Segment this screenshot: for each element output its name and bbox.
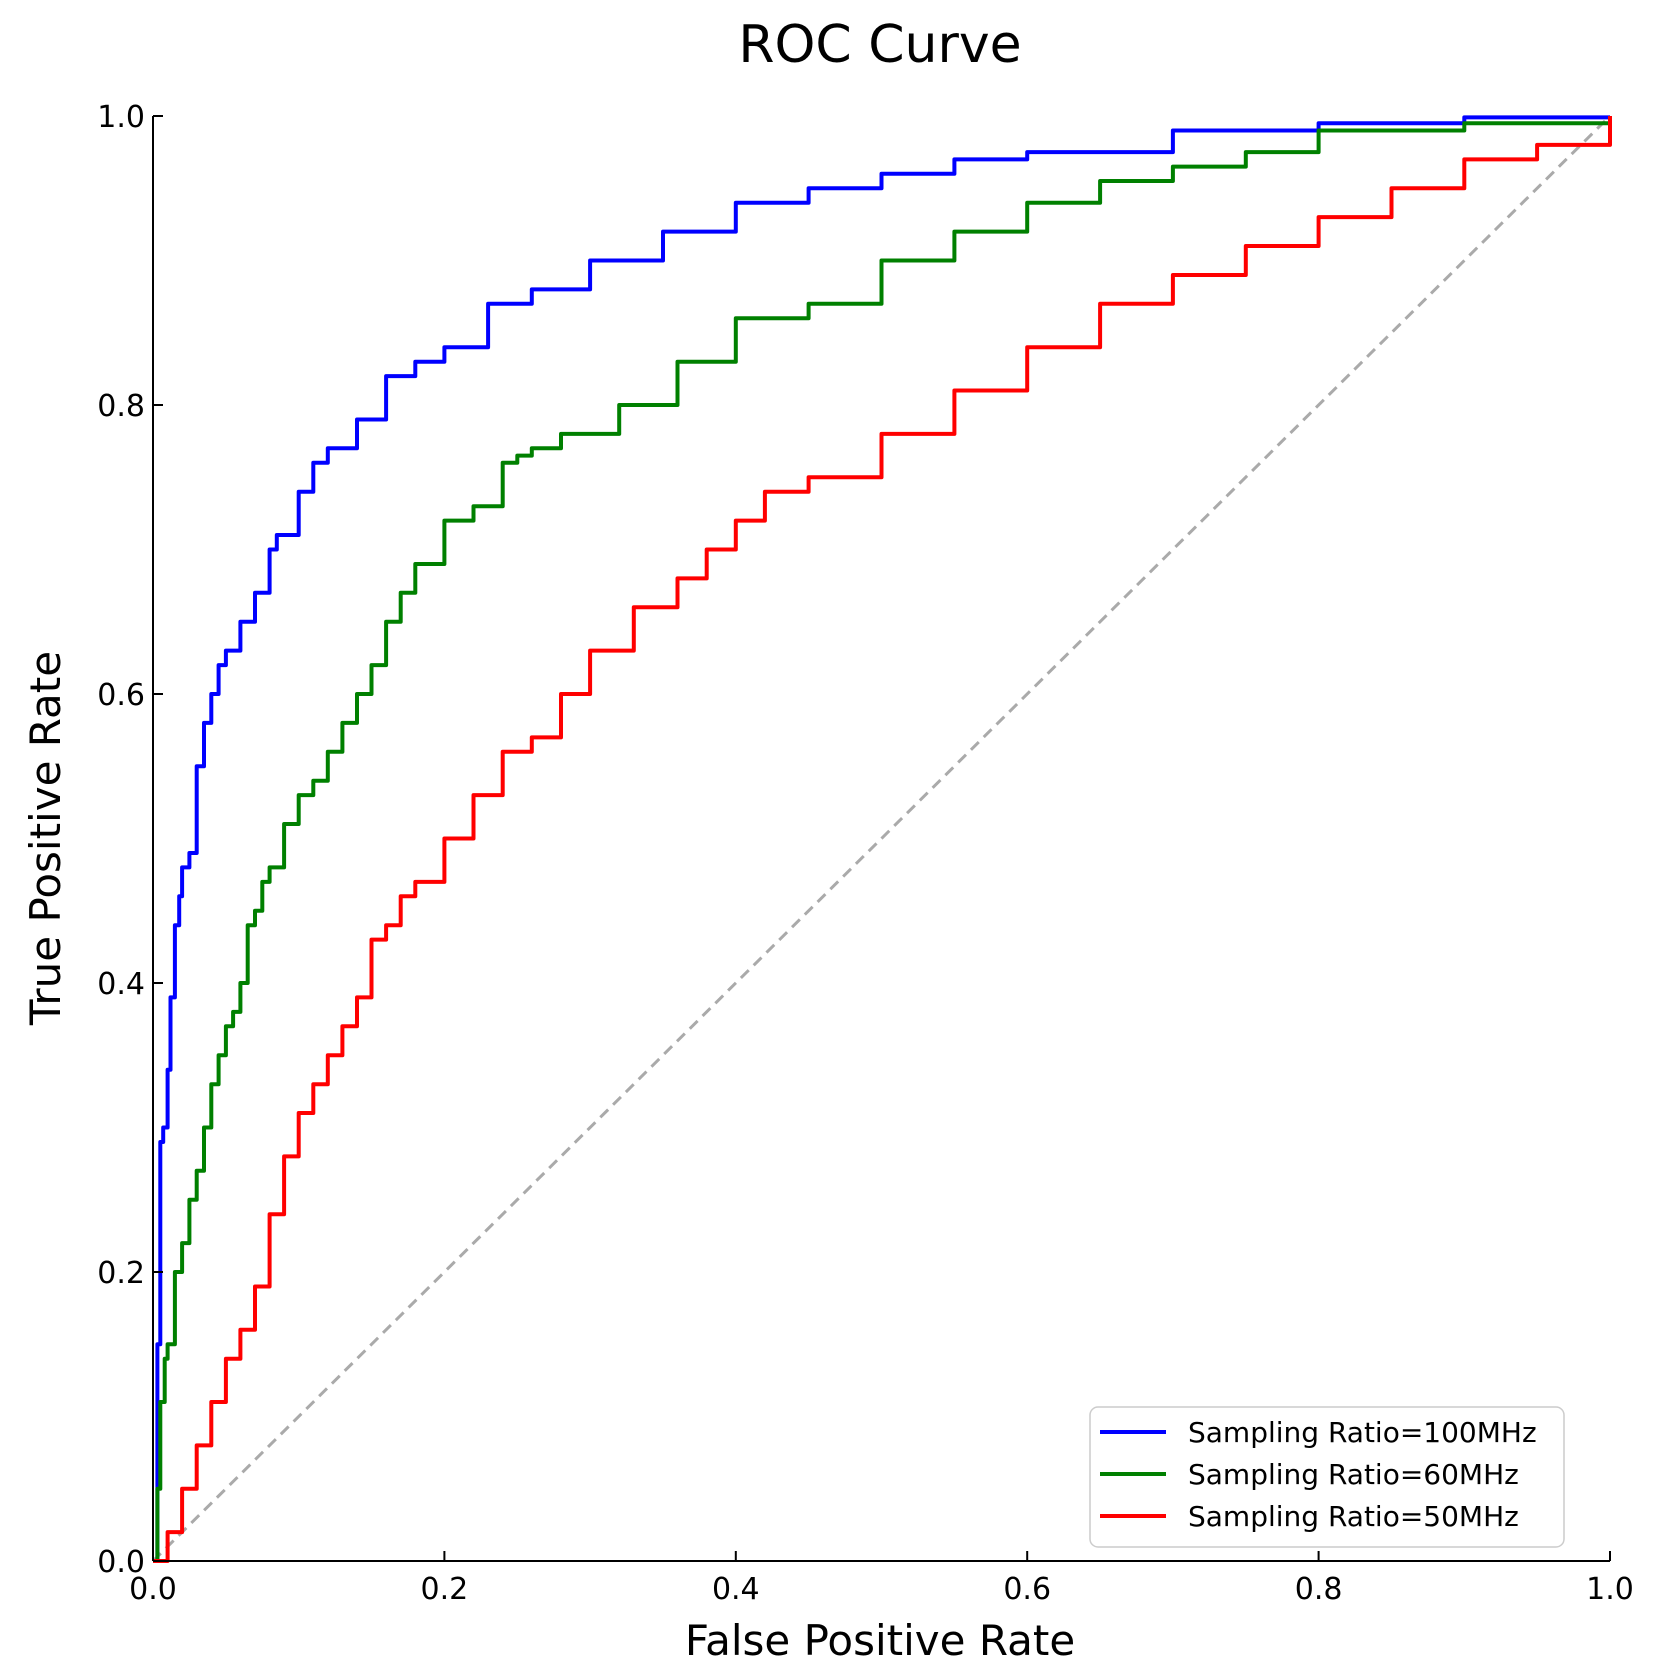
x-tick-label: 0.2 [421,1572,469,1607]
roc-line-50mhz [153,116,1612,1563]
chart-title: ROC Curve [738,15,1021,75]
legend-label-60mhz: Sampling Ratio=60MHz [1188,1458,1519,1491]
y-tick-label: 0.6 [97,678,145,713]
x-tick-label: 0.8 [1295,1572,1343,1607]
roc-line-100mhz [153,115,1612,1563]
x-tick-label: 0.6 [1003,1572,1051,1607]
plot-area [151,114,1612,1563]
x-tick-label: 1.0 [1586,1572,1634,1607]
x-ticks: 0.0 0.2 0.4 0.6 0.8 1.0 [129,1551,1634,1607]
legend-box [1089,1406,1565,1548]
roc-line-60mhz [153,116,1612,1563]
y-tick-label: 0.8 [97,389,145,424]
x-tick-label: 0.0 [129,1572,177,1607]
y-tick-label: 0.0 [97,1545,145,1580]
legend-label-50mhz: Sampling Ratio=50MHz [1188,1500,1519,1533]
y-tick-label: 0.4 [97,967,145,1002]
x-axis-label: False Positive Rate [685,1616,1075,1665]
y-tick-label: 0.2 [97,1256,145,1291]
y-ticks: 0.0 0.2 0.4 0.6 0.8 1.0 [97,100,163,1580]
x-tick-label: 0.4 [712,1572,760,1607]
y-axis-label: True Positive Rate [21,651,70,1026]
legend: Sampling Ratio=100MHz Sampling Ratio=60M… [1089,1406,1565,1548]
chance-diagonal-line [151,114,1612,1563]
legend-label-100mhz: Sampling Ratio=100MHz [1188,1416,1537,1449]
y-tick-label: 1.0 [97,100,145,135]
